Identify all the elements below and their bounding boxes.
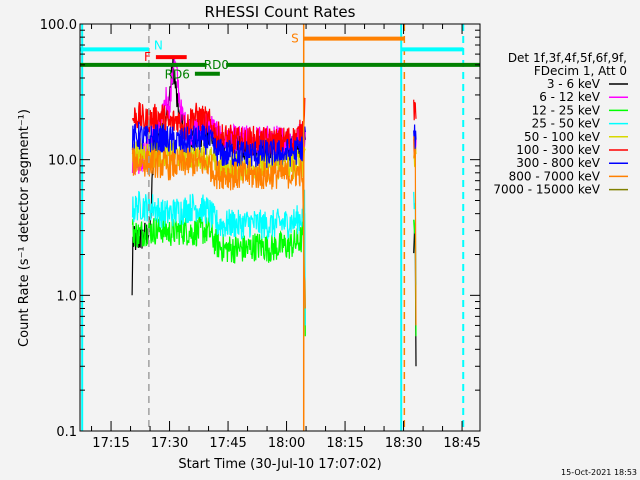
- series-line-7-1: [413, 136, 417, 326]
- x-tick-label: 17:30: [151, 436, 188, 451]
- legend-entry-label: 12 - 25 keV: [532, 103, 601, 117]
- legend-entry-label: 3 - 6 keV: [547, 77, 601, 91]
- plot-area: NF RD0 RD6 S 17:15 17:30 17:45 18:00 18:15 18:30 1…: [40, 18, 481, 451]
- plot-frame: [79, 23, 481, 432]
- x-tick-label: 17:45: [209, 436, 246, 451]
- x-tick-label: 18:30: [385, 436, 422, 451]
- annotation-label: S: [291, 32, 299, 46]
- chart-title: RHESSI Count Rates: [205, 3, 356, 21]
- series-line-5-0: [131, 97, 306, 157]
- y-tick-label: 10.0: [48, 154, 77, 169]
- footer-timestamp: 15-Oct-2021 18:53: [561, 468, 637, 477]
- y-tick-label: 1.0: [56, 289, 77, 304]
- annotation-label: F: [144, 50, 151, 64]
- y-tick-label: 100.0: [40, 18, 77, 33]
- legend-header: FDecim 1, Att 0: [534, 64, 627, 78]
- legend-entry-label: 300 - 800 keV: [516, 156, 600, 170]
- legend-entry-label: 50 - 100 keV: [524, 130, 601, 144]
- legend-entry-label: 800 - 7000 keV: [509, 169, 601, 183]
- series-line-6-0: [131, 121, 306, 169]
- x-tick-label: 18:45: [443, 436, 480, 451]
- legend-entry-label: 7000 - 15000 keV: [493, 183, 600, 197]
- x-tick-label: 17:15: [92, 436, 129, 451]
- x-tick-label: 18:00: [268, 436, 305, 451]
- series-line-7-0: [131, 147, 306, 309]
- legend-entry-label: 100 - 300 keV: [516, 143, 600, 157]
- annotation-label: RD6: [165, 68, 190, 82]
- annotation-label: RD0: [204, 58, 229, 72]
- series-line-2-0: [131, 209, 306, 337]
- series-line-3-0: [131, 186, 306, 326]
- y-tick-label: 0.1: [56, 425, 77, 440]
- x-axis-label: Start Time (30-Jul-10 17:07:02): [178, 457, 381, 472]
- legend-header: Det 1f,3f,4f,5f,6f,9f,: [508, 51, 627, 65]
- annotation-label: N: [154, 38, 163, 52]
- legend-entry-label: 25 - 50 keV: [532, 117, 601, 131]
- y-axis-label: Count Rate (s⁻¹ detector segment⁻¹): [17, 109, 32, 347]
- legend: Det 1f,3f,4f,5f,6f,9f,FDecim 1, Att 03 -…: [493, 51, 628, 197]
- series-line-5-1: [413, 99, 417, 121]
- legend-entry-label: 6 - 12 keV: [539, 90, 601, 104]
- x-tick-label: 18:15: [326, 436, 363, 451]
